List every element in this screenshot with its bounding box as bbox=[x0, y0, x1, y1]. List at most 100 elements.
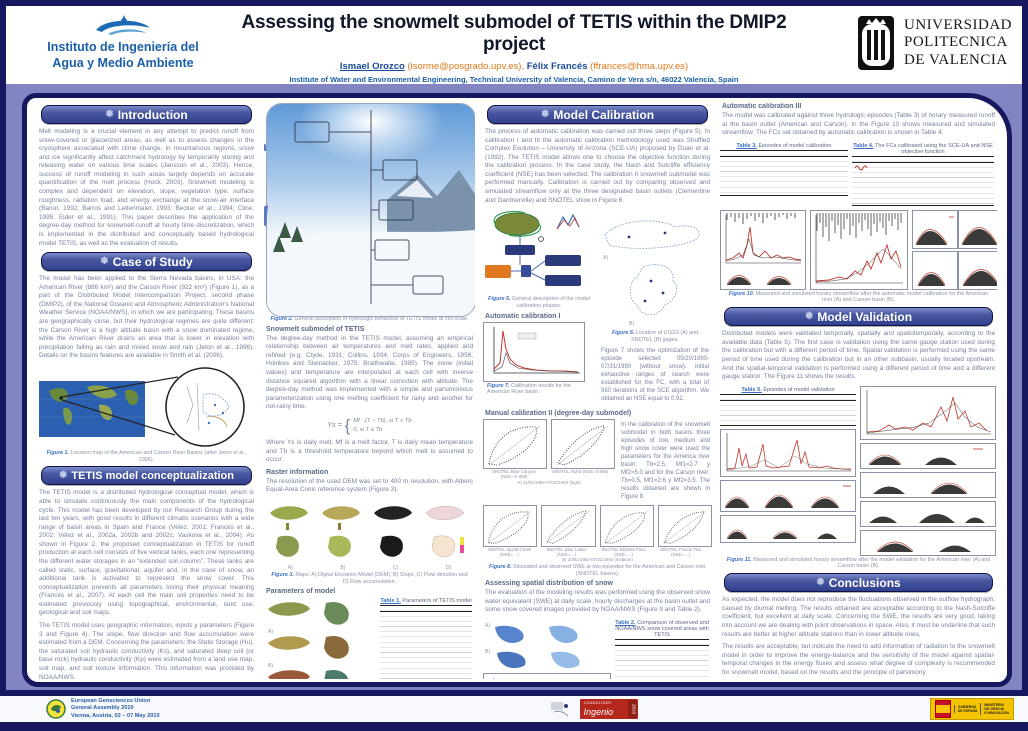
fig3-label-b: B) bbox=[340, 564, 346, 571]
consolider-ingenio-logo: CONSOLIDER Ingenio 2010 bbox=[579, 699, 638, 719]
figure8-rowB-label: B) 10/01/1992-07/31/1993 (medium) bbox=[562, 556, 633, 562]
egu-line2: General Assembly 2010 bbox=[71, 705, 134, 712]
case-of-study-text: The model has been applied to the Sierra… bbox=[39, 275, 254, 360]
spain-flag-icon bbox=[934, 700, 951, 718]
university-logo: UNIVERSIDAD POLITECNICA DE VALENCIA bbox=[856, 14, 1012, 72]
figure2-caption-text: General description of hydrologic behavi… bbox=[294, 316, 469, 322]
section-title: TETIS model conceptualization bbox=[71, 469, 234, 482]
table5-caption-text: Episodes of model validation bbox=[763, 386, 835, 393]
automatic-calibration-3-heading: Automatic calibration III bbox=[722, 103, 802, 110]
introduction-text: Melt modeling is a crucial element in an… bbox=[39, 128, 254, 247]
model-calibration-text: The process of automatic calibration was… bbox=[485, 128, 710, 204]
table1-caption: Table 1. Parameters of TETIS model bbox=[380, 598, 472, 604]
snotel-station-label: SNOTEL Poison Flat (NSE=…) bbox=[660, 547, 701, 558]
table4-body bbox=[852, 155, 994, 206]
min-line1: MINISTERIO bbox=[984, 702, 1005, 707]
figure11-swe-panel-a1 bbox=[720, 479, 856, 512]
figure10-caption-text: Measured and simulated horary streamflow… bbox=[755, 290, 989, 304]
assessing-snow-heading: Assessing spatial distribution of snow bbox=[485, 580, 613, 588]
section-header-conclusions: ❅ Conclusions bbox=[724, 573, 993, 593]
figure8-caption: Figure 8. Simulated and observed SWE at … bbox=[487, 564, 708, 578]
author2-email-link[interactable]: (ffrances@hma.upv.es) bbox=[590, 61, 689, 72]
poster-body-panel: ❅ Introduction Melt modeling is a crucial… bbox=[22, 93, 1012, 687]
figure10-swe-panels bbox=[912, 209, 997, 290]
table2-caption: Table 2. Comparison of observed and NOAA… bbox=[615, 620, 709, 638]
manual-calibration-2-text: In the calibration of the snowmelt submo… bbox=[621, 421, 710, 501]
figure6-label: Figure 6. bbox=[611, 330, 635, 337]
partner-logo-icon bbox=[550, 702, 568, 717]
red-squiggle-mark bbox=[854, 165, 868, 171]
figure11-carson-hydrograph bbox=[860, 385, 996, 440]
section-header-model-calibration: ❅ Model Calibration bbox=[487, 105, 708, 124]
figure11-swe-panel-b3 bbox=[860, 500, 996, 527]
figure7-label: Figure 7. bbox=[487, 382, 510, 389]
table2: Table 2. Comparison of observed and NOAA… bbox=[615, 619, 709, 679]
table2-body bbox=[615, 639, 709, 679]
table2-label: Table 2. bbox=[615, 620, 636, 626]
section-header-tetis-conceptualization: ❅ TETIS model conceptualization bbox=[41, 466, 252, 486]
university-line3: DE VALENCIA bbox=[904, 51, 1008, 68]
snowflake-icon: ❅ bbox=[105, 109, 114, 120]
table4-label: Table 4. bbox=[853, 142, 874, 149]
min-line3: E INNOVACIÓN bbox=[984, 711, 1009, 716]
figure5-caption-text: General description of the model calibra… bbox=[512, 296, 590, 309]
figure7-caption: Figure 7. Calibration results for the Am… bbox=[487, 383, 591, 397]
snotel-station-label: SNOTEL Blue Canyon (NSE=-0.006) bbox=[492, 468, 536, 479]
svg-text:A): A) bbox=[485, 623, 490, 629]
poster-title: Assessing the snowmelt submodel of TETIS… bbox=[241, 12, 787, 55]
svg-text:B): B) bbox=[629, 321, 634, 327]
min-line2: DE CIENCIA bbox=[984, 706, 1004, 711]
column-1: ❅ Introduction Melt modeling is a crucial… bbox=[37, 103, 256, 679]
figure3-caption-text: Maps: A) Digital Elevation Model (DEM), … bbox=[295, 571, 468, 585]
snowflake-icon: ❅ bbox=[804, 311, 814, 323]
figure11-swe-panel-a2 bbox=[720, 514, 856, 543]
figure8-scatter-spratt-creek bbox=[483, 505, 538, 548]
egu-logo-block: European Geosciences Union General Assem… bbox=[46, 698, 160, 720]
table5: Table 5. Episodes of model validation bbox=[720, 387, 856, 426]
table5-label: Table 5. bbox=[741, 386, 762, 393]
egu-line1: European Geosciences Union bbox=[71, 698, 151, 705]
figure11-caption: Figure 11. Measured and simulated horary… bbox=[724, 557, 993, 571]
manual-calibration-2-heading: Manual calibration II (degree-day submod… bbox=[485, 409, 632, 417]
figure9-snow-cover-maps: A) B) bbox=[485, 623, 580, 669]
figure2-label: Figure 2. bbox=[270, 316, 293, 322]
figure9-scatter-C: C) bbox=[483, 673, 611, 679]
section-title: Model Validation bbox=[817, 309, 913, 324]
egu-logo-icon bbox=[46, 699, 66, 719]
poster-footer: European Geosciences Union General Assem… bbox=[0, 696, 1028, 722]
snotel-station-label: SNOTEL Spratt Creek (NSE=…) bbox=[487, 547, 532, 558]
ingenio-consolider-text: CONSOLIDER bbox=[583, 701, 612, 705]
tetis-paragraph-1: The TETIS model is a distributed hydrolo… bbox=[39, 489, 254, 617]
conclusions-paragraph-1: As expected, the model does not reproduc… bbox=[722, 596, 995, 638]
column-2: Figure 2. General description of hydrolo… bbox=[264, 103, 475, 679]
model-validation-text: Distributed models were validated tempor… bbox=[722, 330, 995, 381]
section-header-case-of-study: ❅ Case of Study bbox=[41, 252, 252, 272]
raster-information-heading: Raster information bbox=[266, 468, 329, 476]
table3-caption: Table 3. Episodes of model calibration bbox=[720, 143, 848, 149]
spain-ministry-text: MINISTERIO DE CIENCIA E INNOVACIÓN bbox=[980, 702, 1009, 716]
figure8-scatter-poison-flat bbox=[657, 505, 712, 548]
table3: Table 3. Episodes of model calibration bbox=[720, 142, 848, 206]
table3-body bbox=[720, 149, 848, 196]
author1-email-link[interactable]: (isorme@posgrado.upv.es), bbox=[407, 61, 525, 72]
institute-name-line1: Instituto de Ingeniería del bbox=[47, 40, 199, 54]
figure11-swe-panel-b1 bbox=[860, 442, 996, 469]
figure10-caption: Figure 10. Measured and simulated horary… bbox=[724, 291, 993, 305]
figure9-panels: A) B) C) bbox=[483, 619, 611, 679]
main-band: ❅ Introduction Melt modeling is a crucial… bbox=[6, 84, 1022, 690]
institute-logo: Instituto de Ingeniería del Agua y Medio… bbox=[18, 14, 228, 71]
figure11-swe-panel-b4 bbox=[860, 529, 996, 556]
table5-body bbox=[720, 393, 856, 426]
section-title: Introduction bbox=[117, 107, 188, 122]
figure8-scatter-blue-lakes bbox=[541, 505, 596, 548]
figure3-maps bbox=[270, 505, 465, 557]
figure11-label: Figure 11. bbox=[726, 556, 752, 563]
university-line2: POLITECNICA bbox=[904, 34, 1008, 51]
figure3-caption: Figure 3. Maps: A) Digital Elevation Mod… bbox=[268, 572, 471, 586]
raster-information-text: The resolution of the used DEM was set t… bbox=[266, 477, 473, 494]
table3-label: Table 3. bbox=[736, 142, 757, 149]
figure6-gage-maps: A) B) bbox=[603, 220, 700, 327]
figure5-calibration-diagram bbox=[485, 211, 581, 287]
figure11-swe-panel-b2 bbox=[860, 471, 996, 498]
institute-name-line2: Agua y Medio Ambiente bbox=[52, 55, 194, 70]
